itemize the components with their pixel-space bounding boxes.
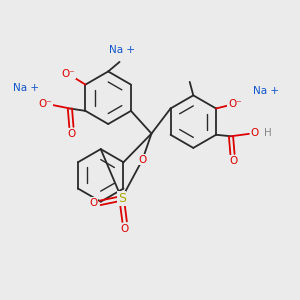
Text: O: O (138, 154, 147, 165)
Text: O⁻: O⁻ (38, 99, 52, 109)
Text: Na +: Na + (109, 45, 135, 55)
Text: O: O (121, 224, 129, 234)
Text: O: O (229, 156, 237, 166)
Text: H: H (264, 128, 272, 138)
Text: S: S (118, 192, 126, 205)
Text: O⁻: O⁻ (228, 99, 242, 109)
Text: O: O (68, 129, 76, 139)
Text: O⁻: O⁻ (61, 69, 75, 79)
Text: O: O (250, 128, 258, 138)
Text: Na +: Na + (253, 85, 279, 96)
Text: Na +: Na + (13, 83, 39, 94)
Text: O: O (89, 198, 98, 208)
